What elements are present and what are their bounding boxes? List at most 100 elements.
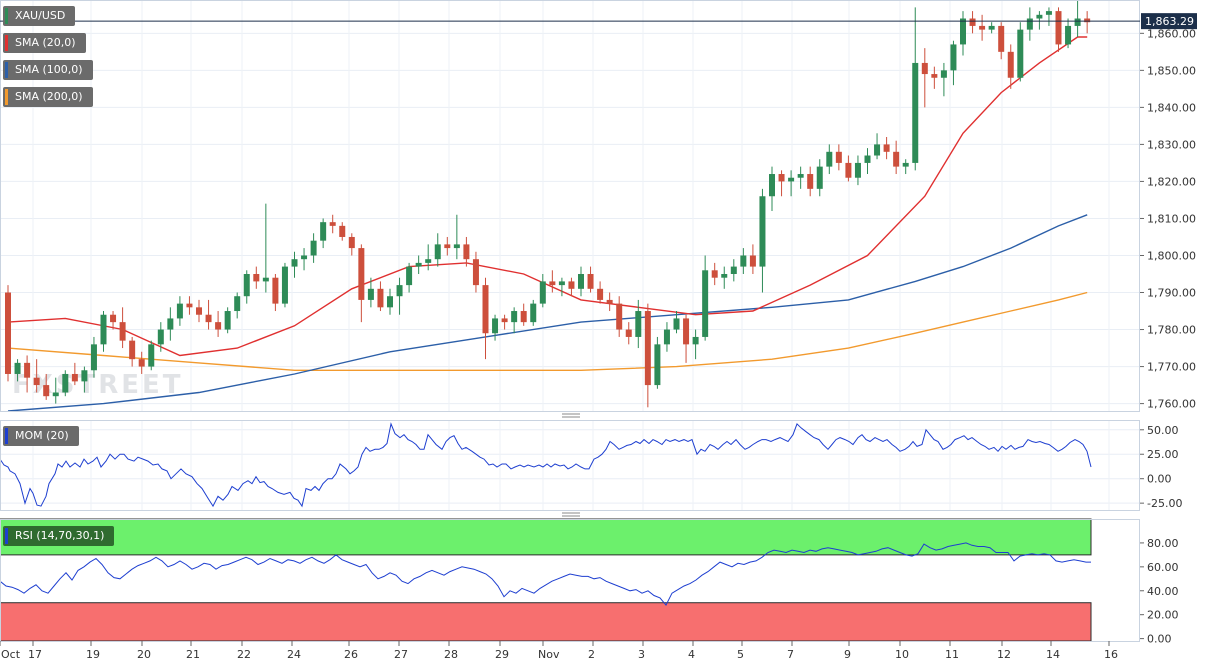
candle-body xyxy=(654,344,661,386)
candle-body xyxy=(444,244,451,249)
rsi-label[interactable]: RSI (14,70,30,1) xyxy=(3,526,115,546)
price-tick-label: 1,830.00 xyxy=(1147,138,1196,151)
candle-body xyxy=(482,285,489,334)
candle-body xyxy=(406,266,413,286)
candle-body xyxy=(110,314,117,323)
price-tick-label: 1,860.00 xyxy=(1147,27,1196,40)
x-tick-label: 22 xyxy=(237,648,251,661)
candle-body xyxy=(912,62,919,163)
candle-body xyxy=(940,70,947,78)
price-tick-label: 1,800.00 xyxy=(1147,249,1196,262)
x-tick-label: 9 xyxy=(844,648,851,661)
candle-body xyxy=(644,311,651,386)
price-tick-label: 1,770.00 xyxy=(1147,361,1196,374)
symbol-label[interactable]: XAU/USD xyxy=(3,6,76,26)
candle-body xyxy=(339,225,346,237)
panel-border xyxy=(0,0,1140,412)
candle-body xyxy=(43,385,50,397)
candle-body xyxy=(520,311,527,323)
last-price-box xyxy=(1141,13,1197,30)
rsi-tick-label: 60.00 xyxy=(1147,561,1179,574)
x-tick-label: 2 xyxy=(588,648,595,661)
candle-body xyxy=(138,359,145,367)
x-tick-label: 24 xyxy=(287,648,301,661)
candle-body xyxy=(1084,18,1091,23)
x-tick-label: 21 xyxy=(186,648,200,661)
candle-body xyxy=(740,255,747,267)
candle-body xyxy=(396,285,403,297)
candle-body xyxy=(196,307,202,315)
candle-body xyxy=(186,303,193,308)
x-tick-label: Oct xyxy=(1,648,21,661)
candle-body xyxy=(606,299,613,304)
momentum-tick-label: 50.00 xyxy=(1147,424,1179,437)
candle-body xyxy=(950,44,957,71)
x-tick-label: 10 xyxy=(895,648,909,661)
candle-body xyxy=(501,318,508,323)
candle-body xyxy=(148,344,155,367)
candle-body xyxy=(14,362,21,374)
x-tick-label: 20 xyxy=(137,648,151,661)
candle-body xyxy=(367,288,374,300)
candle-body xyxy=(167,318,174,330)
candle-body xyxy=(549,281,556,286)
sma-20-label[interactable]: SMA (20,0) xyxy=(3,33,86,53)
rsi-tick-label: 0.00 xyxy=(1147,633,1172,646)
rsi-overbought-zone xyxy=(0,518,1092,556)
x-tick-label: 12 xyxy=(997,648,1011,661)
panel-border xyxy=(0,519,1140,642)
sma-200-label[interactable]: SMA (200,0) xyxy=(3,87,93,107)
candle-body xyxy=(243,274,250,297)
candle-body xyxy=(807,174,814,189)
rsi-tick-label: 20.00 xyxy=(1147,609,1179,622)
candle-body xyxy=(358,248,365,300)
candle-body xyxy=(205,314,212,323)
momentum-label[interactable]: MOM (20) xyxy=(3,426,79,446)
x-tick-label: 3 xyxy=(638,648,645,661)
momentum-line xyxy=(0,422,1092,508)
candle-body xyxy=(320,222,327,241)
candle-body xyxy=(635,311,642,337)
y-axis: 1,760.00 1,770.00 1,780.00 1,790.00 1,800.00… xyxy=(1140,27,1196,646)
momentum-tick-label: 0.00 xyxy=(1147,473,1172,486)
candle-body xyxy=(539,281,546,304)
candle-body xyxy=(578,274,584,289)
x-axis: Oct 17 19 20 21 22 24 26 27 28 29 Nov 2 3 4 5 7 9 10 11 12 14… xyxy=(0,641,1118,661)
candle-body xyxy=(702,270,709,337)
candle-body xyxy=(434,244,441,260)
candle-body xyxy=(558,281,565,286)
price-tick-label: 1,810.00 xyxy=(1147,212,1196,225)
candle-body xyxy=(683,318,690,345)
x-tick-label: 16 xyxy=(1104,648,1118,661)
candle-body xyxy=(1074,18,1081,26)
candle-body xyxy=(272,277,279,304)
candle-body xyxy=(425,259,432,263)
candle-body xyxy=(33,377,40,386)
candle-body xyxy=(511,311,518,323)
candle-body xyxy=(921,62,928,75)
sma-200-line xyxy=(7,291,1088,371)
candle-body xyxy=(492,318,499,334)
x-tick-label: Nov xyxy=(538,648,560,661)
watermark: FXSTREET xyxy=(12,370,184,400)
rsi-zones xyxy=(0,518,1092,642)
candle-body xyxy=(597,288,604,300)
sma-100-label[interactable]: SMA (100,0) xyxy=(3,60,93,80)
x-tick-label: 27 xyxy=(394,648,408,661)
candle-body xyxy=(90,344,97,371)
candle-body xyxy=(587,274,594,289)
candle-body xyxy=(530,303,537,323)
candle-body xyxy=(1017,29,1024,78)
candle-body xyxy=(215,322,222,330)
candle-body xyxy=(281,266,288,304)
candle-body xyxy=(826,151,833,167)
candle-body xyxy=(119,322,126,341)
candle-body xyxy=(1026,18,1033,30)
grid-lines xyxy=(0,0,1140,510)
x-tick-label: 29 xyxy=(495,648,509,661)
candle-body xyxy=(788,177,795,182)
axes-group: 1,863.29 xyxy=(0,0,1197,642)
candle-body xyxy=(157,329,164,345)
